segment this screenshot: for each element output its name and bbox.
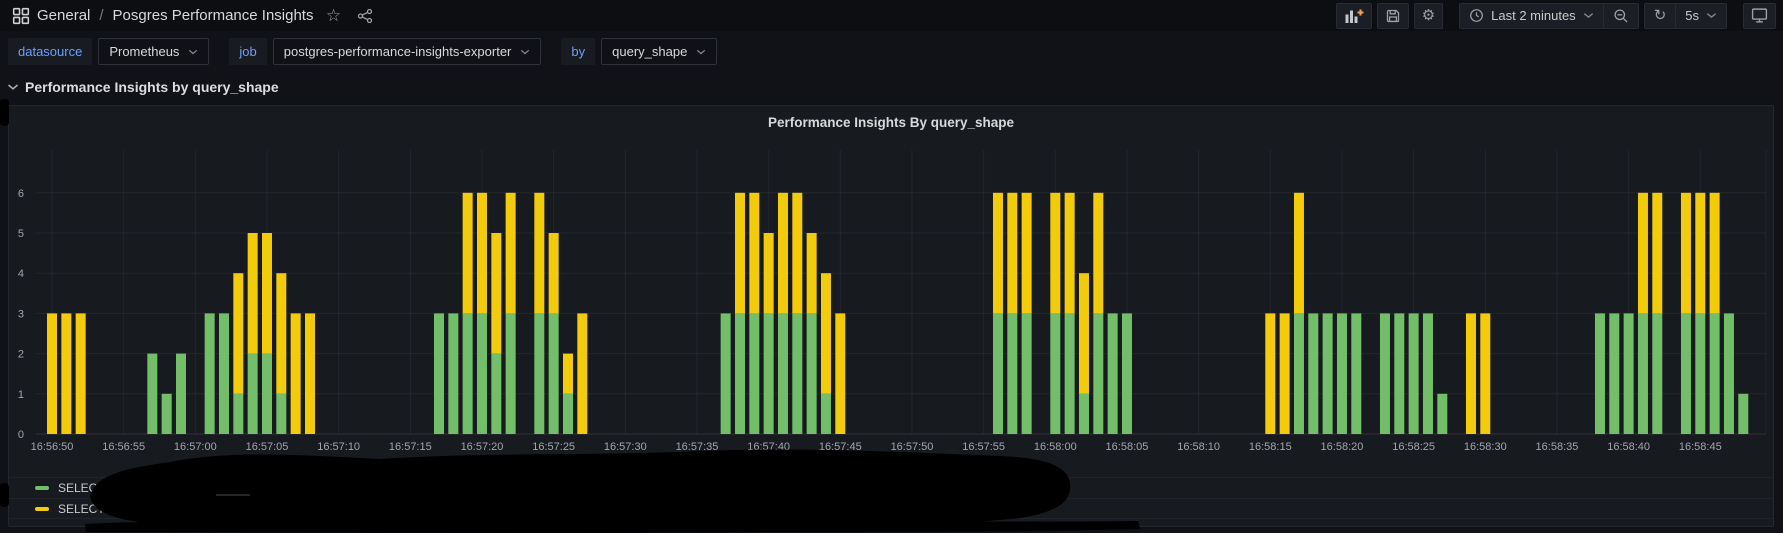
filter-datasource: datasource Prometheus [8,38,210,65]
add-panel-icon [1345,9,1364,23]
filter-by: by query_shape [561,38,718,65]
panel-performance-insights: Performance Insights By query_shape SELE… [8,105,1774,527]
row-title: Performance Insights by query_shape [25,79,279,95]
star-icon[interactable]: ☆ [319,3,347,29]
zoom-out-time-button[interactable] [1602,3,1638,28]
topbar-actions: ⚙ Last 2 minutes ↻ [1335,2,1776,29]
gear-icon: ⚙ [1421,7,1436,24]
kiosk-mode-button[interactable] [1743,2,1776,29]
filter-datasource-label: datasource [8,38,93,65]
save-icon [1386,9,1399,22]
refresh-button[interactable]: ↻ [1645,4,1676,28]
top-navigation-bar: General / Posgres Performance Insights ☆ [0,0,1783,31]
dashboard-settings-button[interactable]: ⚙ [1413,2,1444,29]
legend-series-label: SELECT [58,501,105,516]
refresh-interval-picker[interactable]: 5s [1675,3,1726,28]
clock-icon [1470,9,1484,22]
legend-series-label: SELECT [58,481,105,495]
dashboard-row-toggle[interactable]: Performance Insights by query_shape [7,79,279,95]
time-series-chart[interactable] [45,151,1759,441]
save-dashboard-button[interactable] [1376,2,1409,29]
monitor-icon [1751,8,1768,23]
legend-series-swatch-yellow [35,506,49,511]
chevron-down-icon [1583,13,1593,19]
time-range-label: Last 2 minutes [1491,8,1576,23]
dashboards-grid-icon[interactable] [7,3,35,29]
template-variables-row: datasource Prometheus job postgres-perfo… [8,38,718,65]
chart-legend: SELECT SELECT [9,477,1773,519]
refresh-controls-group: ↻ 5s [1643,2,1727,29]
chevron-down-icon [1706,13,1717,19]
filter-job-value-dropdown[interactable]: postgres-performance-insights-exporter [272,38,542,65]
breadcrumb: General / Posgres Performance Insights [37,7,313,24]
filter-job-label: job [229,38,267,65]
legend-item[interactable]: SELECT [9,498,1773,519]
legend-item[interactable]: SELECT [9,477,1773,498]
filter-by-label: by [561,38,596,65]
refresh-interval-label: 5s [1685,8,1699,23]
refresh-icon: ↻ [1653,7,1667,24]
chevron-down-icon [697,49,706,54]
filter-datasource-value-dropdown[interactable]: Prometheus [98,38,210,65]
zoom-out-icon [1614,8,1628,22]
time-controls-group: Last 2 minutes [1459,2,1639,29]
share-icon[interactable] [351,3,379,29]
chevron-down-icon [521,49,530,54]
chevron-down-icon [189,49,198,54]
legend-series-swatch-green [35,486,49,490]
add-panel-button[interactable] [1335,2,1372,29]
chevron-down-icon [7,84,19,90]
breadcrumb-folder[interactable]: General [37,7,91,24]
breadcrumb-dashboard-title: Posgres Performance Insights [112,7,314,24]
filter-by-value-dropdown[interactable]: query_shape [601,38,718,65]
breadcrumb-separator: / [99,7,104,24]
time-range-picker[interactable]: Last 2 minutes [1460,4,1603,28]
panel-title[interactable]: Performance Insights By query_shape [767,115,1015,130]
filter-job: job postgres-performance-insights-export… [229,38,542,65]
